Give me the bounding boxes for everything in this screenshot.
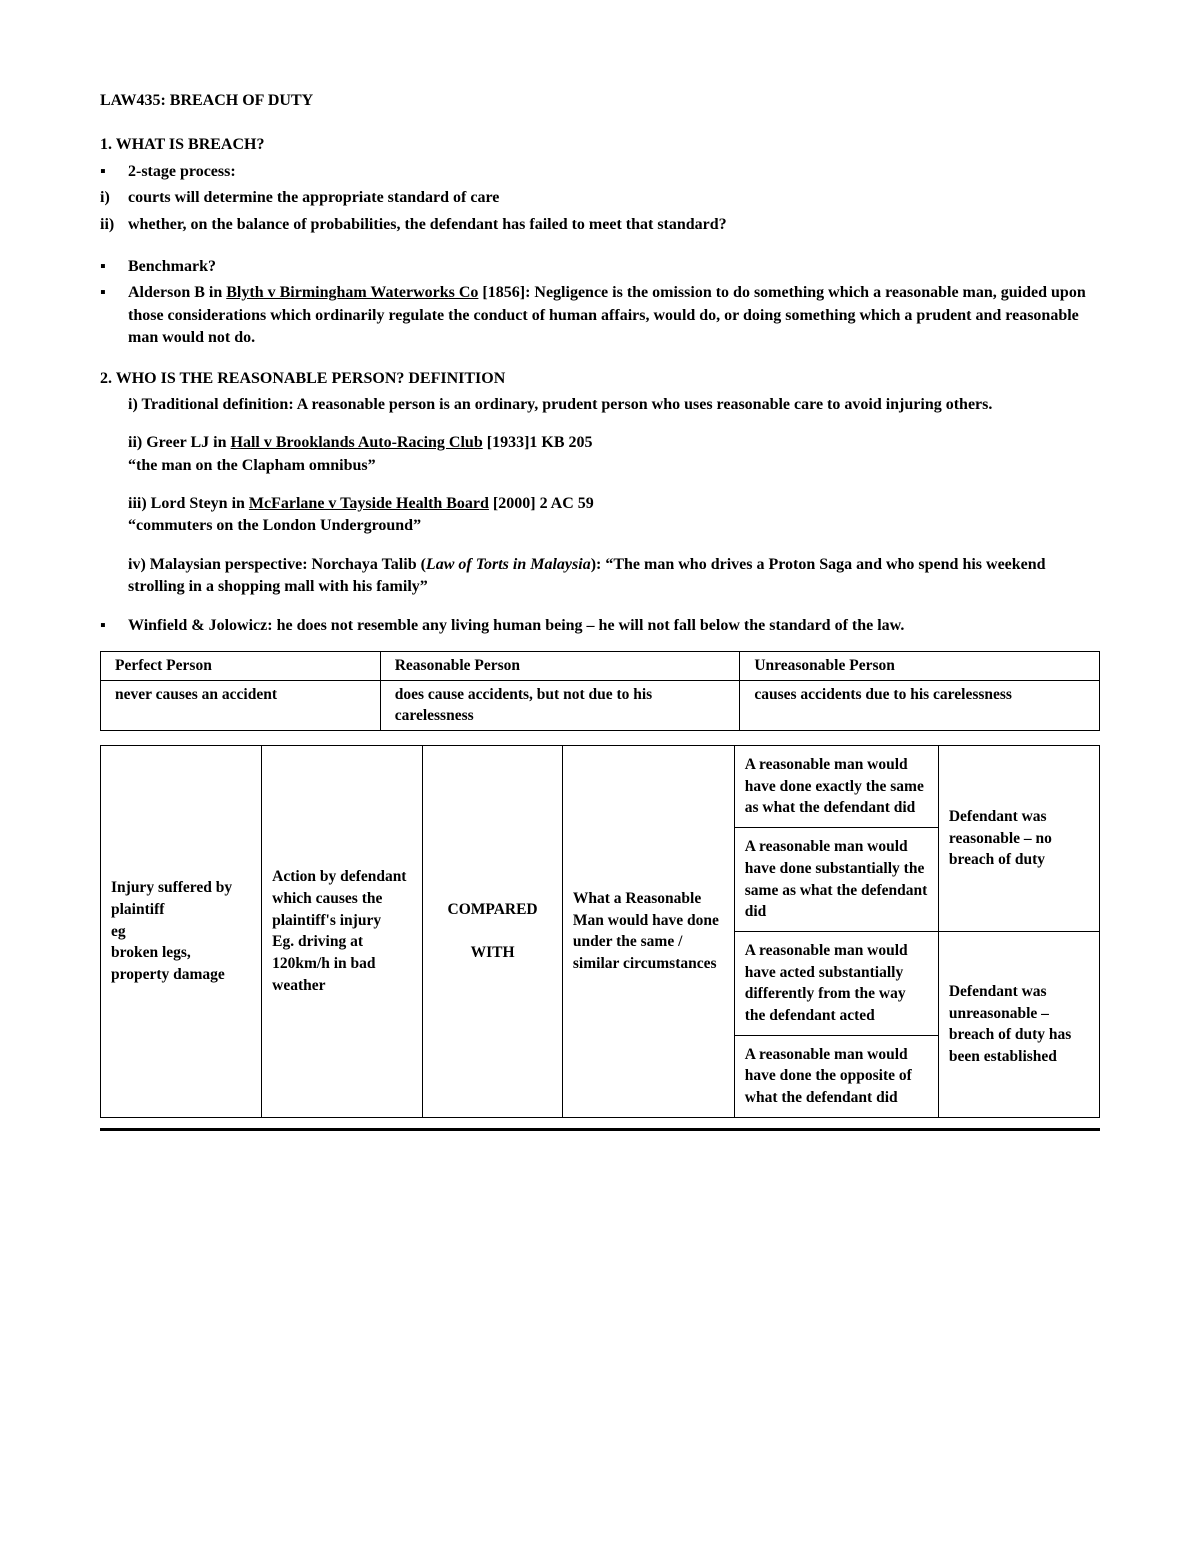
text: iv) Malaysian perspective: Norchaya Tali… bbox=[128, 556, 426, 573]
definition-iii-line1: iii) Lord Steyn in McFarlane v Tayside H… bbox=[128, 493, 1100, 515]
table-cell: COMPARED WITH bbox=[423, 746, 563, 1118]
table-cell: What a Reasonable Man would have done un… bbox=[562, 746, 734, 1118]
definition-ii-line1: ii) Greer LJ in Hall v Brooklands Auto-R… bbox=[128, 432, 1100, 454]
bullet-item: ▪ Alderson B in Blyth v Birmingham Water… bbox=[100, 282, 1100, 349]
bullet-marker: ▪ bbox=[100, 256, 128, 278]
roman-item: ii) whether, on the balance of probabili… bbox=[100, 214, 1100, 236]
page-title: LAW435: BREACH OF DUTY bbox=[100, 90, 1100, 112]
table-cell: does cause accidents, but not due to his… bbox=[380, 680, 740, 730]
text: ii) Greer LJ in bbox=[128, 434, 231, 451]
text: iii) Lord Steyn in bbox=[128, 495, 249, 512]
bullet-text: 2-stage process: bbox=[128, 161, 1100, 183]
definition-ii-quote: “the man on the Clapham omnibus” bbox=[128, 455, 1100, 477]
bullet-marker: ▪ bbox=[100, 282, 128, 349]
bullet-text: Benchmark? bbox=[128, 256, 1100, 278]
table-cell: Injury suffered by plaintiff eg broken l… bbox=[101, 746, 262, 1118]
table-cell: A reasonable man would have acted substa… bbox=[734, 931, 938, 1035]
table-cell: A reasonable man would have done the opp… bbox=[734, 1035, 938, 1117]
table-cell: Defendant was unreasonable – breach of d… bbox=[938, 931, 1099, 1117]
table-cell: Reasonable Person bbox=[380, 652, 740, 681]
alderson-text: Alderson B in Blyth v Birmingham Waterwo… bbox=[128, 282, 1100, 349]
section1-heading: 1. WHAT IS BREACH? bbox=[100, 134, 1100, 156]
roman-marker: ii) bbox=[100, 214, 128, 236]
table-cell: A reasonable man would have done exactly… bbox=[734, 746, 938, 828]
roman-text: courts will determine the appropriate st… bbox=[128, 187, 1100, 209]
definition-i: i) Traditional definition: A reasonable … bbox=[128, 394, 1100, 416]
winfield-text: Winfield & Jolowicz: he does not resembl… bbox=[128, 615, 1100, 637]
text: [1933]1 KB 205 bbox=[483, 434, 593, 451]
table-cell: causes accidents due to his carelessness bbox=[740, 680, 1100, 730]
section2-heading: 2. WHO IS THE REASONABLE PERSON? DEFINIT… bbox=[100, 368, 1100, 390]
table-cell: Defendant was reasonable – no breach of … bbox=[938, 746, 1099, 932]
definition-iv: iv) Malaysian perspective: Norchaya Tali… bbox=[128, 554, 1100, 599]
table-cell: Action by defendant which causes the pla… bbox=[262, 746, 423, 1118]
persons-table: Perfect Person Reasonable Person Unreaso… bbox=[100, 651, 1100, 731]
bullet-item: ▪ 2-stage process: bbox=[100, 161, 1100, 183]
table-row: Perfect Person Reasonable Person Unreaso… bbox=[101, 652, 1100, 681]
roman-item: i) courts will determine the appropriate… bbox=[100, 187, 1100, 209]
case-citation: Blyth v Birmingham Waterworks Co bbox=[226, 284, 478, 301]
table-cell: Perfect Person bbox=[101, 652, 381, 681]
table-row: never causes an accident does cause acci… bbox=[101, 680, 1100, 730]
bullet-item: ▪ Winfield & Jolowicz: he does not resem… bbox=[100, 615, 1100, 637]
text: Alderson B in bbox=[128, 284, 226, 301]
roman-marker: i) bbox=[100, 187, 128, 209]
definition-iii-quote: “commuters on the London Underground” bbox=[128, 515, 1100, 537]
bullet-item: ▪ Benchmark? bbox=[100, 256, 1100, 278]
roman-text: whether, on the balance of probabilities… bbox=[128, 214, 1100, 236]
bullet-marker: ▪ bbox=[100, 161, 128, 183]
table-cell: Unreasonable Person bbox=[740, 652, 1100, 681]
table-cell: never causes an accident bbox=[101, 680, 381, 730]
table-cell: A reasonable man would have done substan… bbox=[734, 828, 938, 932]
analysis-table: Injury suffered by plaintiff eg broken l… bbox=[100, 745, 1100, 1118]
footer-rule bbox=[100, 1128, 1100, 1131]
case-citation: McFarlane v Tayside Health Board bbox=[249, 495, 489, 512]
bullet-marker: ▪ bbox=[100, 615, 128, 637]
text: [2000] 2 AC 59 bbox=[489, 495, 594, 512]
book-title: Law of Torts in Malaysia bbox=[426, 556, 591, 573]
table-row: Injury suffered by plaintiff eg broken l… bbox=[101, 746, 1100, 828]
case-citation: Hall v Brooklands Auto-Racing Club bbox=[231, 434, 483, 451]
